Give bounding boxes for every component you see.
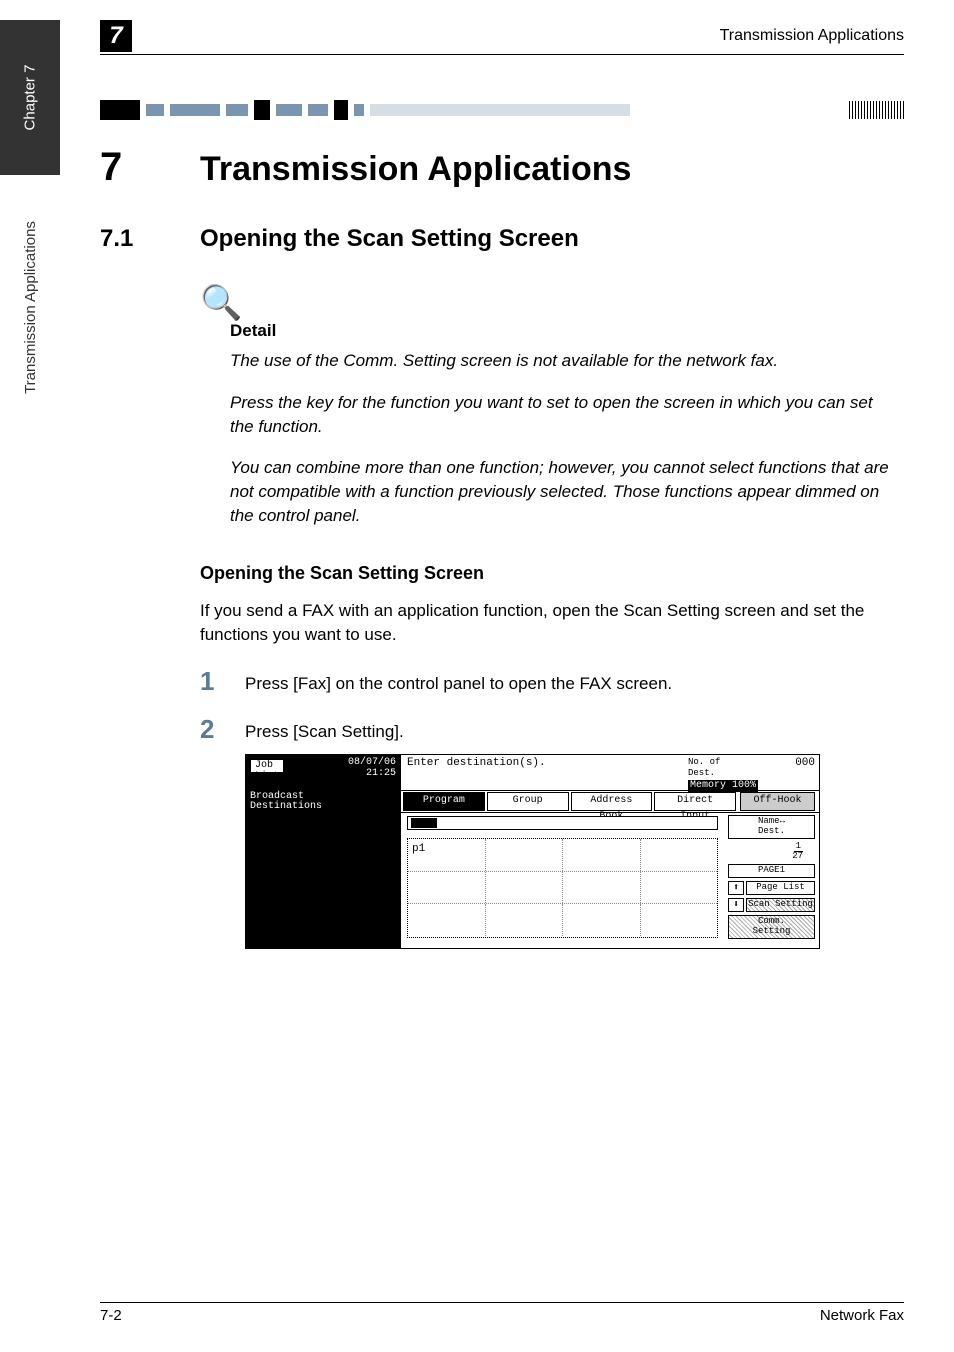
input-cursor <box>411 818 437 828</box>
side-tab-chapter: Chapter 7 <box>0 20 60 175</box>
page1-button[interactable]: PAGE1 <box>728 864 815 878</box>
destination-input[interactable] <box>407 816 718 830</box>
fax-screen-top-left: Job List 08/07/06 21:25 <box>246 755 401 790</box>
fax-screen-tabs: Program Group Address Book Direct Input <box>401 791 738 812</box>
section-title: 7.1 Opening the Scan Setting Screen <box>100 225 904 253</box>
chapter-title-text: Transmission Applications <box>200 150 631 189</box>
running-head-title: Transmission Applications <box>140 27 904 45</box>
tab-program[interactable]: Program <box>403 792 485 811</box>
page-footer: 7-2 Network Fax <box>100 1302 904 1324</box>
page-frac-bottom: 27 <box>792 851 803 861</box>
fax-screen: Job List 08/07/06 21:25 Enter destinatio… <box>245 754 820 949</box>
page-content: 7 Transmission Applications 7 Transmissi… <box>100 20 904 1322</box>
fax-screen-main-mid: p1 <box>401 813 724 948</box>
name-dest-button[interactable]: Name↔ Dest. <box>728 815 815 839</box>
scan-setting-button[interactable]: Scan Setting <box>746 898 815 912</box>
step-1-text: Press [Fax] on the control panel to open… <box>245 668 672 694</box>
job-list-label: Job List <box>255 760 279 782</box>
grid-item-p1[interactable]: p1 <box>412 843 425 855</box>
side-tab-chapter-text: Chapter 7 <box>22 65 39 131</box>
page-fraction: 1 27 <box>728 842 815 861</box>
step-1-number: 1 <box>200 668 245 694</box>
footer-doc-title: Network Fax <box>820 1307 904 1324</box>
section-number: 7.1 <box>100 225 200 253</box>
memory-label: Memory 100% <box>688 780 758 792</box>
chapter-title: 7 Transmission Applications <box>100 145 904 190</box>
off-hook-button[interactable]: Off-Hook <box>740 792 815 811</box>
tab-address-book[interactable]: Address Book <box>571 792 653 811</box>
step-2: 2 Press [Scan Setting]. <box>200 716 894 742</box>
dest-count-label: No. of Dest. <box>688 757 720 779</box>
decorative-bar <box>100 100 904 120</box>
running-head: 7 Transmission Applications <box>100 20 904 55</box>
step-2-number: 2 <box>200 716 245 742</box>
subheading: Opening the Scan Setting Screen <box>200 563 894 584</box>
fax-screen-tabrow: Broadcast Destinations Program Group Add… <box>246 791 819 813</box>
arrow-down-button[interactable]: ⬇ <box>728 898 744 912</box>
side-tab: Chapter 7 Transmission Applications <box>0 20 60 440</box>
job-list-button[interactable]: Job List <box>250 759 284 773</box>
broadcast-destinations-label: Broadcast Destinations <box>246 791 401 812</box>
comm-setting-button[interactable]: Comm. Setting <box>728 915 815 939</box>
fax-screen-sidebar: Name↔ Dest. 1 27 PAGE1 ⬆ Page List ⬇ Sca… <box>724 813 819 948</box>
tab-group[interactable]: Group <box>487 792 569 811</box>
prompt-text: Enter destination(s). <box>401 755 684 790</box>
tab-direct-input[interactable]: Direct Input <box>654 792 736 811</box>
fax-screen-topbar: Job List 08/07/06 21:25 Enter destinatio… <box>246 755 819 791</box>
fax-screen-top-right: No. of Dest. 000 Memory 100% <box>684 755 819 790</box>
footer-page-number: 7-2 <box>100 1307 122 1324</box>
side-tab-section: Transmission Applications <box>0 175 60 440</box>
step-1: 1 Press [Fax] on the control panel to op… <box>200 668 894 694</box>
magnifier-icon: 🔍 <box>200 283 894 323</box>
body: 🔍 Detail The use of the Comm. Setting sc… <box>200 283 894 949</box>
step-2-text: Press [Scan Setting]. <box>245 716 404 742</box>
chapter-number: 7 <box>100 145 200 190</box>
datetime-label: 08/07/06 21:25 <box>348 757 396 788</box>
section-title-text: Opening the Scan Setting Screen <box>200 225 579 253</box>
arrow-up-button[interactable]: ⬆ <box>728 881 744 895</box>
destination-grid: p1 <box>407 838 718 938</box>
dest-count-value: 000 <box>795 757 815 779</box>
intro-paragraph: If you send a FAX with an application fu… <box>200 599 894 647</box>
page-list-button[interactable]: Page List <box>746 881 815 895</box>
detail-heading: Detail <box>230 321 894 341</box>
fax-screen-main: p1 Name↔ Dest. 1 27 PAGE1 ⬆ Pag <box>246 813 819 948</box>
detail-paragraph-3: You can combine more than one function; … <box>230 456 894 527</box>
detail-paragraph-1: The use of the Comm. Setting screen is n… <box>230 349 894 373</box>
running-head-number: 7 <box>100 20 132 52</box>
detail-paragraph-2: Press the key for the function you want … <box>230 391 894 439</box>
fax-screen-main-left <box>246 813 401 948</box>
side-tab-section-text: Transmission Applications <box>22 221 39 394</box>
